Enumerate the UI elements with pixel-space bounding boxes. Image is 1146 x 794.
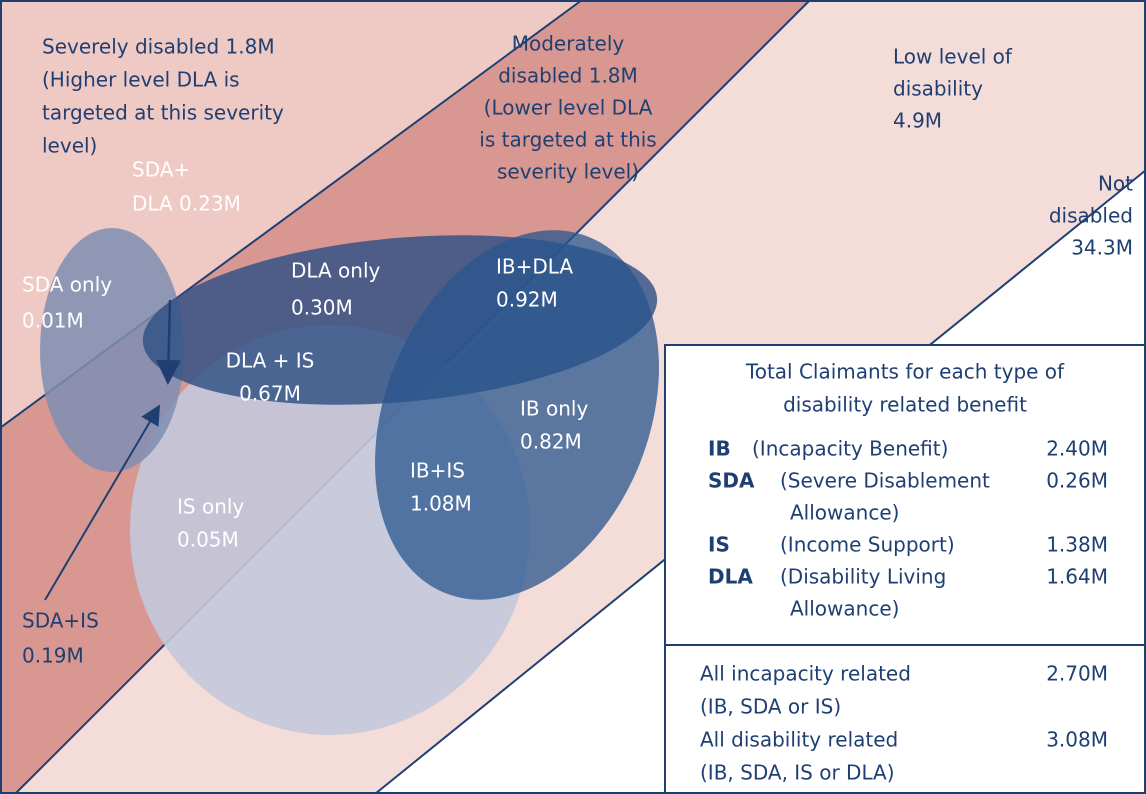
legend-title: Total Claimants for each type of: [745, 360, 1065, 384]
total-value: 2.70M: [1046, 662, 1108, 686]
band-label: severity level): [497, 160, 639, 184]
region-label: SDA+IS: [22, 609, 99, 633]
region-label: 0.67M: [239, 382, 301, 406]
region-label: SDA+: [132, 158, 190, 182]
total-label: (IB, SDA, IS or DLA): [700, 761, 895, 785]
legend-name: (Disability Living: [780, 565, 946, 589]
legend-name: Allowance): [790, 597, 899, 621]
region-label: 1.08M: [410, 492, 472, 516]
legend-name: Allowance): [790, 501, 899, 525]
region-label: DLA + IS: [226, 349, 315, 373]
region-label: 0.82M: [520, 430, 582, 454]
legend-abbr: SDA: [708, 469, 755, 493]
legend-name: (Incapacity Benefit): [752, 437, 948, 461]
arrow: [156, 299, 181, 385]
band-label: Low level of: [893, 45, 1013, 69]
band-label: disabled: [1049, 204, 1133, 228]
band-label: 34.3M: [1071, 236, 1133, 260]
region-label: IB+IS: [410, 459, 465, 483]
region-label: IS only: [177, 495, 244, 519]
legend-value: 1.64M: [1046, 565, 1108, 589]
legend-value: 1.38M: [1046, 533, 1108, 557]
region-label: 0.05M: [177, 528, 239, 552]
total-label: All incapacity related: [700, 662, 911, 686]
band-label: is targeted at this: [479, 128, 656, 152]
legend-abbr: DLA: [708, 565, 753, 589]
legend-name: (Income Support): [780, 533, 955, 557]
band-label: (Lower level DLA: [484, 96, 653, 120]
region-label: IB only: [520, 397, 588, 421]
band-label: level): [42, 134, 97, 158]
band-label: Not: [1098, 172, 1133, 196]
total-value: 3.08M: [1046, 728, 1108, 752]
band-label: Severely disabled 1.8M: [42, 35, 275, 59]
legend-abbr: IS: [708, 533, 730, 557]
arrow: [44, 404, 161, 601]
region-label: 0.92M: [496, 288, 558, 312]
region-label: SDA only: [22, 273, 112, 297]
legend-title: disability related benefit: [783, 393, 1027, 417]
region-label: 0.01M: [22, 309, 84, 333]
legend-name: (Severe Disablement: [780, 469, 990, 493]
total-label: All disability related: [700, 728, 898, 752]
region-label: DLA 0.23M: [132, 192, 241, 216]
region-label: 0.19M: [22, 644, 84, 668]
legend-abbr: IB: [708, 437, 731, 461]
ib-ellipse: [375, 230, 659, 600]
band-label: 4.9M: [893, 109, 942, 133]
region-label: IB+DLA: [496, 255, 573, 279]
band-label: Moderately: [512, 32, 625, 56]
legend-box: [664, 344, 1146, 794]
region-label: DLA only: [291, 259, 381, 283]
legend-value: 0.26M: [1046, 469, 1108, 493]
total-label: (IB, SDA or IS): [700, 695, 841, 719]
band-label: (Higher level DLA is: [42, 68, 240, 92]
legend-value: 2.40M: [1046, 437, 1108, 461]
band-label: disability: [893, 77, 983, 101]
band-label: disabled 1.8M: [498, 64, 638, 88]
region-label: 0.30M: [291, 296, 353, 320]
band-label: targeted at this severity: [42, 101, 284, 125]
